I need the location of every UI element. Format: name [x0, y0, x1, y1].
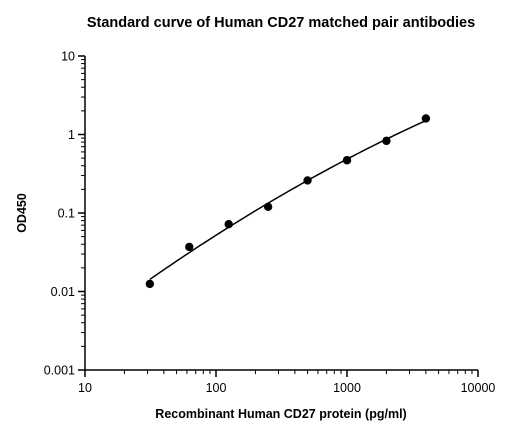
- data-point: [145, 279, 155, 289]
- data-point: [342, 156, 352, 165]
- y-tick-label: 10: [61, 50, 75, 64]
- y-tick-label: 0.01: [51, 285, 75, 299]
- x-tick-label: 10: [78, 381, 92, 395]
- x-axis-label: Recombinant Human CD27 protein (pg/ml): [155, 407, 406, 421]
- data-points-layer: [145, 114, 431, 289]
- data-point: [185, 242, 194, 252]
- x-tick-label: 100: [206, 381, 227, 395]
- y-tick-label: 1: [68, 128, 75, 142]
- chart-title: Standard curve of Human CD27 matched pai…: [87, 15, 475, 31]
- y-axis-label: OD450: [15, 193, 29, 233]
- x-tick-label: 1000: [333, 381, 361, 395]
- fit-curve-layer: [149, 119, 427, 281]
- axes: 0.001 0.01 0.1 1 10 10 100 1000 10000: [44, 50, 496, 396]
- data-point: [303, 176, 312, 185]
- data-point: [263, 202, 273, 211]
- data-point: [382, 136, 391, 146]
- data-point: [421, 114, 431, 123]
- x-tick-label: 10000: [461, 381, 496, 395]
- y-tick-label: 0.001: [44, 364, 75, 378]
- y-tick-label: 0.1: [58, 207, 75, 221]
- data-point: [224, 219, 233, 229]
- fit-curve: [149, 119, 427, 281]
